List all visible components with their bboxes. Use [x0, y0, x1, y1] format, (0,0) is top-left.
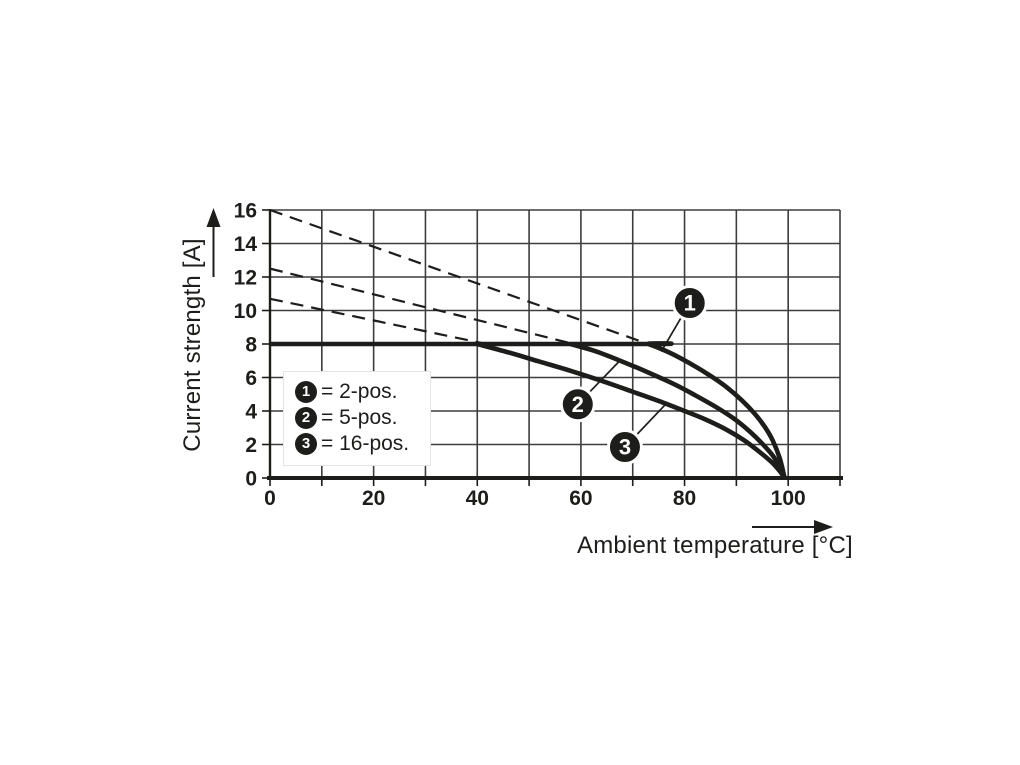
dashed-derating-guide: [269, 267, 571, 345]
x-axis-arrow-head: [814, 520, 833, 534]
legend-label: = 5-pos.: [321, 406, 398, 429]
x-tick-label: 60: [569, 487, 592, 510]
y-axis-title-text: Current strength [A]: [179, 238, 206, 452]
legend-marker-icon: 3: [295, 433, 317, 455]
x-axis-title-text: Ambient temperature [°C]: [577, 532, 853, 559]
y-tick-label: 6: [245, 367, 257, 390]
y-tick-label: 10: [234, 300, 257, 323]
legend-label: = 16-pos.: [321, 432, 410, 455]
dashed-derating-guide: [269, 208, 649, 346]
y-tick-label: 8: [245, 334, 257, 357]
callout-marker-2: [559, 386, 596, 423]
callout-number-3: 3: [619, 435, 631, 460]
callout-marker-1: [671, 284, 708, 321]
series-curve-16-pos: [476, 341, 787, 480]
legend-item-1: 1 = 2-pos.: [295, 379, 430, 405]
legend-label: = 2-pos.: [321, 380, 398, 403]
legend-marker-icon: 2: [295, 407, 317, 429]
y-tick-label: 14: [234, 233, 258, 256]
y-tick-label: 16: [234, 200, 257, 223]
x-tick-label: 20: [362, 487, 385, 510]
y-axis-arrow-head: [206, 208, 221, 227]
x-tick-label: 0: [264, 487, 276, 510]
series-curve-2-pos: [269, 341, 787, 479]
callout-number-2: 2: [572, 392, 584, 417]
x-tick-label: 80: [673, 487, 696, 510]
legend-marker-icon: 1: [295, 381, 317, 403]
y-tick-label: 4: [245, 401, 257, 424]
x-axis-title: Ambient temperature [°C]: [577, 532, 853, 560]
y-axis-title: Current strength [A]: [179, 95, 207, 595]
legend-item-2: 2 = 5-pos.: [295, 405, 430, 431]
series-curve-5-pos: [569, 341, 787, 479]
callout-number-1: 1: [684, 290, 696, 315]
legend-item-3: 3 = 16-pos.: [295, 431, 430, 457]
x-tick-label: 40: [466, 487, 489, 510]
y-tick-label: 0: [245, 468, 257, 491]
dashed-derating-guide: [269, 297, 483, 345]
callout-marker-3: [606, 429, 643, 466]
y-tick-label: 12: [234, 267, 257, 290]
y-tick-label: 2: [245, 434, 257, 457]
x-tick-label: 100: [771, 487, 806, 510]
legend: 1 = 2-pos. 2 = 5-pos. 3 = 16-pos.: [283, 371, 431, 466]
